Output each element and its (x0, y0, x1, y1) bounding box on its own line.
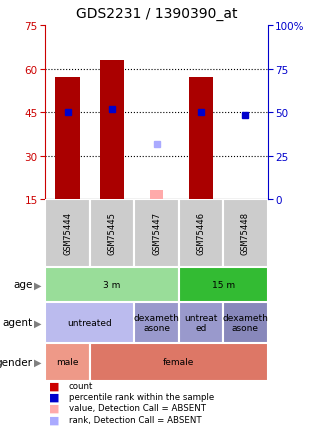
Bar (179, 200, 223, 267)
Bar (179, 302, 223, 343)
Text: GSM75446: GSM75446 (197, 212, 205, 255)
Text: ■: ■ (49, 392, 59, 401)
Text: count: count (69, 381, 93, 390)
Text: untreated: untreated (68, 318, 112, 327)
Text: value, Detection Call = ABSENT: value, Detection Call = ABSENT (69, 404, 206, 412)
Bar (134, 200, 179, 267)
Text: ▶: ▶ (34, 318, 41, 328)
Bar (179, 267, 268, 302)
Bar (90, 343, 268, 381)
Bar (223, 200, 268, 267)
Bar (45, 267, 179, 302)
Bar (45, 343, 90, 381)
Text: ▶: ▶ (34, 357, 41, 367)
Bar (45, 302, 134, 343)
Text: GSM75447: GSM75447 (152, 212, 161, 255)
Bar (223, 302, 268, 343)
Bar (45, 200, 90, 267)
Text: GSM75448: GSM75448 (241, 212, 250, 255)
Text: GDS2231 / 1390390_at: GDS2231 / 1390390_at (76, 7, 237, 21)
Text: percentile rank within the sample: percentile rank within the sample (69, 392, 214, 401)
Text: dexameth
asone: dexameth asone (134, 313, 179, 332)
Text: age: age (13, 280, 33, 289)
Bar (55, 78, 80, 200)
Text: male: male (56, 358, 79, 366)
Text: dexameth
asone: dexameth asone (223, 313, 268, 332)
Text: ■: ■ (49, 403, 59, 413)
Bar (189, 78, 213, 200)
Text: GSM75445: GSM75445 (108, 212, 116, 255)
Text: ■: ■ (49, 381, 59, 390)
Text: GSM75444: GSM75444 (63, 212, 72, 255)
Text: gender: gender (0, 357, 33, 367)
Text: untreat
ed: untreat ed (184, 313, 218, 332)
Text: rank, Detection Call = ABSENT: rank, Detection Call = ABSENT (69, 415, 202, 424)
Bar (100, 61, 124, 200)
Text: ■: ■ (49, 414, 59, 424)
Text: agent: agent (3, 318, 33, 328)
Text: 3 m: 3 m (103, 280, 121, 289)
Bar (150, 191, 163, 200)
Text: 15 m: 15 m (212, 280, 235, 289)
Bar (90, 200, 134, 267)
Text: ▶: ▶ (34, 280, 41, 289)
Text: female: female (163, 358, 194, 366)
Bar (134, 302, 179, 343)
